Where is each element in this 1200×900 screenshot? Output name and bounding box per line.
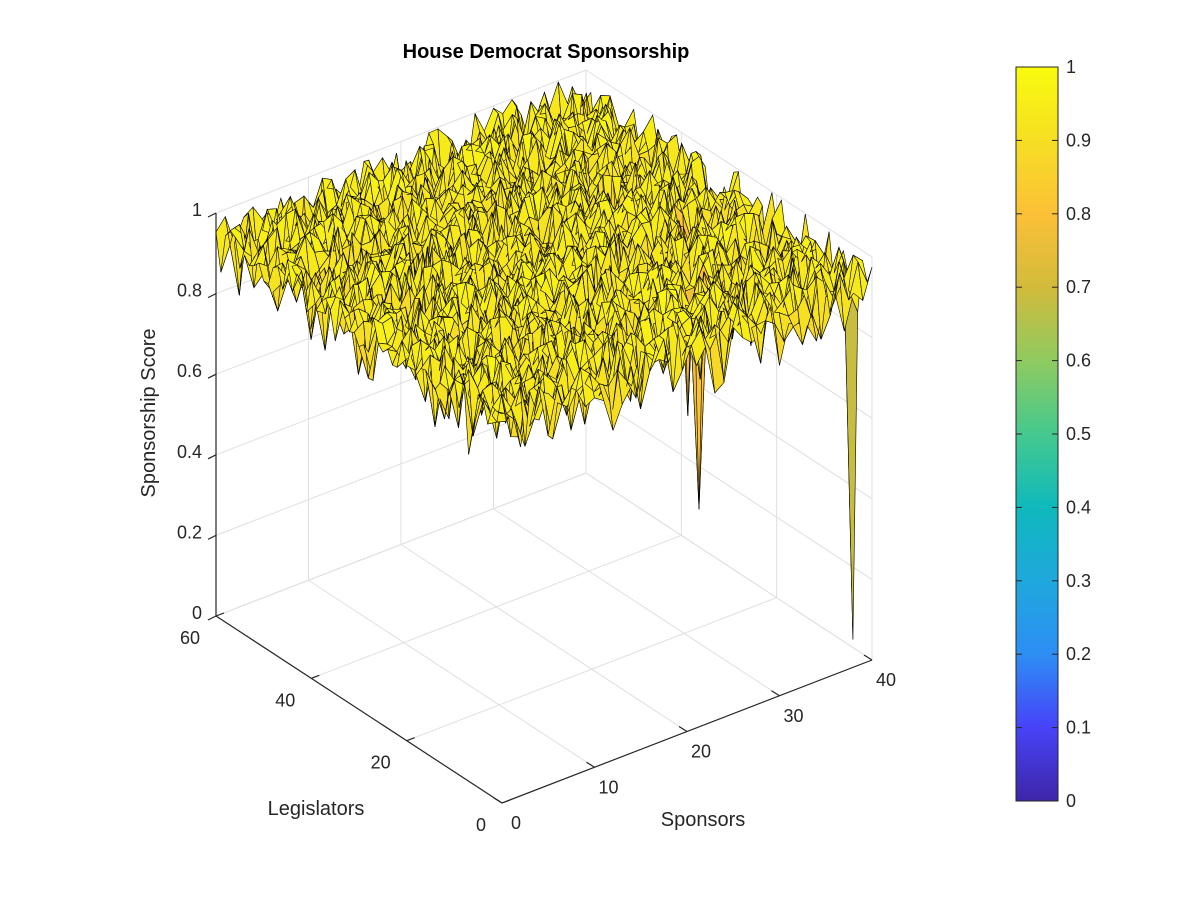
colorbar-tick-label: 0.4 — [1066, 497, 1091, 517]
wall-gridline-z-side — [585, 391, 873, 580]
floor-gridline-x — [308, 579, 595, 768]
colorbar-tick-label: 0.9 — [1066, 130, 1091, 150]
z-tick-label: 0.4 — [177, 442, 202, 462]
axis-tick — [207, 454, 217, 460]
colorbar-tick-label: 0 — [1066, 791, 1076, 811]
colorbar-tick-label: 1 — [1066, 57, 1076, 77]
floor-gridline-x — [493, 508, 780, 697]
wall-gridline-z-side — [585, 472, 873, 661]
z-tick-label: 0 — [192, 603, 202, 623]
y-tick-label: 0 — [476, 815, 486, 835]
z-tick-label: 0.2 — [177, 522, 202, 542]
tick-labels: 0 10 20 30 40 0 20 40 60 0 0.2 0.4 0.6 0.8 1 — [177, 200, 896, 835]
z-tick-label: 0.6 — [177, 361, 202, 381]
axis-tick — [215, 612, 225, 617]
x-axis-label: Sponsors — [661, 809, 746, 831]
colorbar-tick-label: 0.7 — [1066, 277, 1091, 297]
floor-gridline-x — [400, 544, 688, 732]
axis-tick — [311, 674, 320, 679]
wall-gridline-z-back — [215, 69, 587, 214]
chart-title: House Democrat Sponsorship — [403, 41, 690, 63]
floor-gridline-y — [311, 534, 682, 679]
x-tick-label: 20 — [691, 742, 711, 762]
axis-tick — [207, 615, 217, 621]
colorbar-tick-label: 0.3 — [1066, 571, 1091, 591]
colorbar-tick-label: 0.5 — [1066, 424, 1091, 444]
x-tick-label: 30 — [783, 706, 803, 726]
colorbar-tick-label: 0.2 — [1066, 644, 1091, 664]
wall-gridline-z-side — [585, 69, 873, 258]
axis-tick — [207, 534, 217, 540]
axis-tick — [863, 654, 873, 661]
colorbar-ticks: 0 0.1 0.2 0.3 0.4 0.5 0.6 0.7 0.8 0.9 1 — [1016, 57, 1091, 811]
colorbar-tick-label: 0.6 — [1066, 351, 1091, 371]
axis-tick — [493, 797, 503, 804]
axis-tick — [207, 373, 217, 379]
y-axis-line — [215, 615, 503, 804]
z-tick-label: 1 — [192, 200, 202, 220]
wall-gridline-z-back — [215, 472, 587, 617]
x-tick-label: 10 — [598, 777, 618, 797]
axis-tick — [207, 293, 217, 299]
y-tick-label: 60 — [180, 628, 200, 648]
y-tick-label: 40 — [275, 690, 295, 710]
y-tick-label: 20 — [371, 753, 391, 773]
x-tick-label: 0 — [511, 813, 521, 833]
colorbar-tick-label: 0.1 — [1066, 718, 1091, 738]
colorbar: 0 0.1 0.2 0.3 0.4 0.5 0.6 0.7 0.8 0.9 1 — [1015, 57, 1091, 811]
z-tick-label: 0.8 — [177, 281, 202, 301]
colorbar-tick-label: 0.8 — [1066, 204, 1091, 224]
z-axis-label: Sponsorship Score — [138, 329, 160, 498]
axis-tick — [406, 737, 415, 742]
colorbar-scale — [1015, 66, 1059, 802]
surface-cell — [857, 261, 873, 301]
axis-tick — [586, 761, 595, 768]
axis-tick — [678, 725, 688, 733]
x-tick-label: 40 — [876, 670, 896, 690]
surface-mesh — [215, 81, 873, 640]
y-axis-label: Legislators — [268, 798, 365, 820]
axis-tick — [771, 690, 780, 697]
axis-tick — [501, 799, 511, 804]
axis-tick — [207, 212, 217, 218]
floor-gridline-y — [406, 597, 777, 742]
